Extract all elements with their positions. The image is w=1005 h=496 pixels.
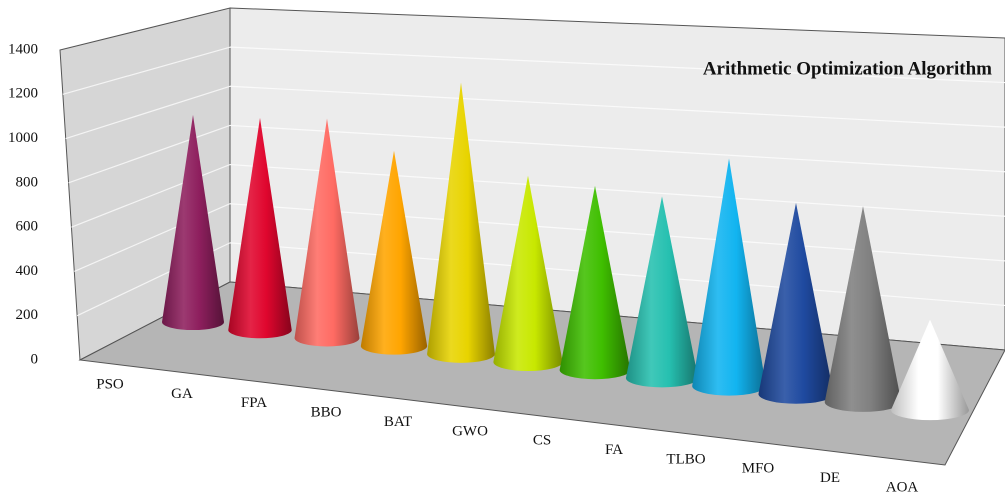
x-tick-label: GA — [171, 386, 193, 402]
x-tick-label: BBO — [311, 405, 342, 421]
cone — [625, 196, 699, 388]
y-tick-label: 1400 — [8, 41, 38, 57]
x-tick-label: TLBO — [666, 451, 705, 467]
cone — [427, 82, 495, 363]
y-tick-label: 0 — [31, 351, 39, 367]
x-tick-label: PSO — [96, 376, 124, 392]
y-tick-label: 800 — [16, 174, 39, 190]
grid-line — [229, 85, 1005, 128]
grid-line — [229, 124, 1005, 173]
cone — [162, 114, 224, 331]
y-tick-label: 600 — [16, 219, 39, 235]
x-tick-label: GWO — [452, 423, 488, 439]
grid-line — [71, 164, 231, 228]
grid-line — [229, 203, 1005, 262]
y-tick-label: 400 — [16, 263, 39, 279]
grid-line — [65, 85, 231, 140]
cone — [559, 185, 631, 380]
cone — [891, 319, 969, 421]
x-tick-label: AOA — [886, 479, 919, 495]
grid-line — [62, 46, 231, 95]
cone — [692, 158, 766, 396]
cone — [493, 175, 563, 372]
x-tick-label: CS — [533, 433, 551, 449]
grid-line — [229, 163, 1005, 217]
y-tick-label: 1200 — [8, 86, 38, 102]
cone — [758, 202, 834, 404]
x-tick-label: DE — [820, 470, 840, 486]
cone — [360, 150, 428, 355]
cone — [294, 118, 360, 347]
y-tick-label: 1000 — [8, 130, 38, 146]
cone — [824, 206, 902, 412]
cone — [228, 117, 292, 339]
x-tick-label: FPA — [241, 395, 267, 411]
y-tick-label: 200 — [16, 307, 39, 323]
x-tick-label: FA — [605, 442, 623, 458]
x-tick-label: BAT — [384, 414, 412, 430]
chart-title: Arithmetic Optimization Algorithm — [703, 58, 992, 79]
grid-line — [68, 124, 231, 184]
x-tick-label: MFO — [742, 461, 775, 477]
grid-line — [229, 46, 1005, 84]
